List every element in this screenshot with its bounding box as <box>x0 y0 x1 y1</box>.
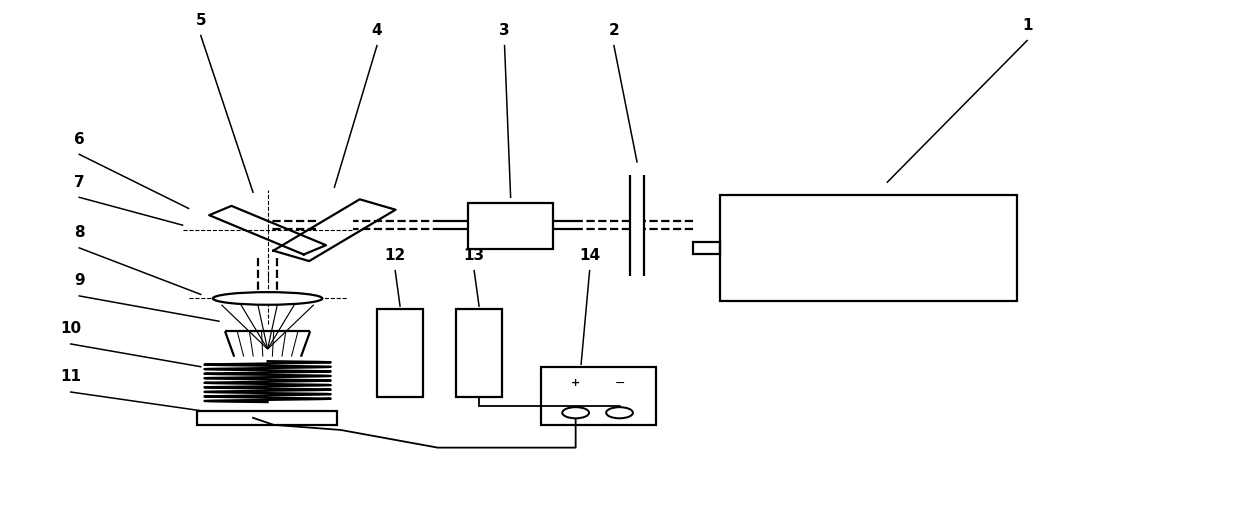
Text: 10: 10 <box>61 321 82 336</box>
Bar <box>541 367 656 425</box>
Ellipse shape <box>213 292 322 305</box>
Bar <box>719 195 1017 301</box>
Text: 11: 11 <box>61 369 82 384</box>
Text: 7: 7 <box>74 174 84 190</box>
Circle shape <box>606 407 632 418</box>
Text: 2: 2 <box>609 23 619 38</box>
Bar <box>377 309 423 397</box>
Text: 9: 9 <box>74 273 84 288</box>
Text: 6: 6 <box>74 132 84 147</box>
Bar <box>467 203 553 249</box>
Text: −: − <box>614 377 625 390</box>
Text: 12: 12 <box>384 248 405 263</box>
Text: 3: 3 <box>500 23 510 38</box>
Bar <box>456 309 502 397</box>
Text: 5: 5 <box>196 13 206 28</box>
Bar <box>693 242 719 254</box>
Bar <box>197 411 337 425</box>
Text: 4: 4 <box>372 23 382 38</box>
Text: 13: 13 <box>464 248 485 263</box>
Text: 1: 1 <box>1022 18 1033 33</box>
Text: +: + <box>572 378 580 388</box>
Text: 8: 8 <box>74 225 84 240</box>
Text: 14: 14 <box>579 248 600 263</box>
Circle shape <box>562 407 589 418</box>
